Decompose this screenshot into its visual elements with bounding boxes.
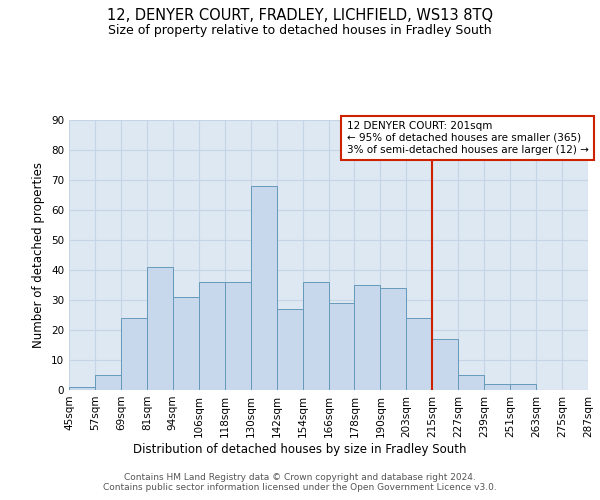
Bar — [199, 282, 224, 390]
Bar — [95, 375, 121, 390]
Text: 12 DENYER COURT: 201sqm
← 95% of detached houses are smaller (365)
3% of semi-de: 12 DENYER COURT: 201sqm ← 95% of detache… — [347, 122, 589, 154]
Bar — [458, 375, 484, 390]
Text: Size of property relative to detached houses in Fradley South: Size of property relative to detached ho… — [108, 24, 492, 37]
Text: Distribution of detached houses by size in Fradley South: Distribution of detached houses by size … — [133, 442, 467, 456]
Bar — [173, 297, 199, 390]
Bar — [147, 267, 173, 390]
Bar — [225, 282, 251, 390]
Bar — [69, 387, 95, 390]
Bar — [510, 384, 536, 390]
Bar — [277, 309, 302, 390]
Bar — [251, 186, 277, 390]
Bar — [433, 339, 458, 390]
Bar — [380, 288, 406, 390]
Y-axis label: Number of detached properties: Number of detached properties — [32, 162, 46, 348]
Bar — [121, 318, 147, 390]
Text: Contains HM Land Registry data © Crown copyright and database right 2024.
Contai: Contains HM Land Registry data © Crown c… — [103, 472, 497, 492]
Bar — [329, 303, 355, 390]
Bar — [302, 282, 329, 390]
Text: 12, DENYER COURT, FRADLEY, LICHFIELD, WS13 8TQ: 12, DENYER COURT, FRADLEY, LICHFIELD, WS… — [107, 8, 493, 22]
Bar — [355, 285, 380, 390]
Bar — [406, 318, 432, 390]
Bar — [484, 384, 510, 390]
